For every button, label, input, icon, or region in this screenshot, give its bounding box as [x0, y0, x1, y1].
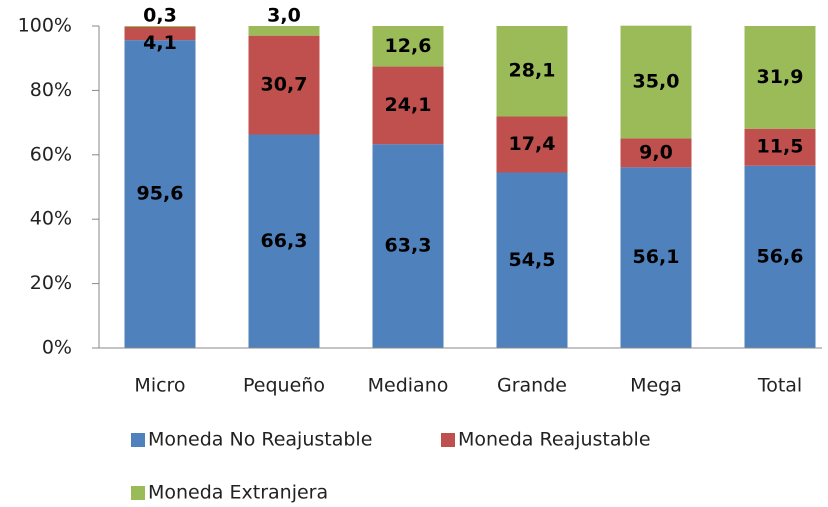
y-tick-label: 100%	[18, 15, 72, 37]
y-tick-label: 80%	[30, 79, 72, 101]
bar-segment	[124, 26, 196, 41]
x-tick-label: Mega	[630, 375, 682, 397]
value-label: 35,0	[633, 71, 680, 93]
value-label: 56,6	[757, 245, 804, 267]
x-tick-label: Pequeño	[243, 375, 325, 397]
bar-segment	[124, 26, 196, 27]
value-label: 12,6	[385, 35, 432, 57]
bar-segment	[620, 25, 692, 139]
value-label: 0,3	[143, 5, 177, 27]
y-tick-label: 40%	[30, 208, 72, 230]
value-label: 28,1	[509, 60, 556, 82]
bar-segment	[124, 40, 196, 348]
value-label: 66,3	[261, 230, 308, 252]
value-label: 3,0	[267, 5, 301, 27]
value-label: 95,6	[137, 183, 184, 205]
bar-segment	[372, 144, 444, 348]
legend-label: Moneda Reajustable	[458, 429, 651, 451]
legend-swatch	[131, 486, 145, 500]
y-tick-label: 0%	[42, 337, 72, 359]
value-label: 4,1	[143, 32, 177, 54]
value-label: 24,1	[385, 94, 432, 116]
x-tick-label: Micro	[134, 375, 185, 397]
value-label: 11,5	[757, 136, 804, 158]
value-label: 30,7	[261, 74, 308, 96]
bar-segment	[496, 116, 568, 173]
bar-segment	[744, 165, 816, 348]
y-tick-label: 60%	[30, 143, 72, 165]
y-tick-label: 20%	[30, 272, 72, 294]
bar-segment	[248, 134, 320, 348]
bar-segment	[496, 26, 568, 117]
bar-segment	[744, 128, 816, 166]
legend-swatch	[131, 433, 145, 447]
legend-label: Moneda No Reajustable	[148, 429, 372, 451]
bar-segment	[744, 26, 816, 129]
value-label: 17,4	[509, 133, 556, 155]
value-label: 54,5	[509, 249, 556, 271]
value-label: 56,1	[633, 246, 680, 268]
x-tick-label: Total	[757, 375, 802, 397]
value-label: 31,9	[757, 66, 804, 88]
x-tick-label: Grande	[497, 375, 567, 397]
value-label: 9,0	[639, 141, 673, 163]
bar-segment	[248, 26, 320, 36]
legend-swatch	[441, 433, 455, 447]
x-tick-label: Mediano	[368, 375, 449, 397]
value-label: 63,3	[385, 235, 432, 257]
legend-label: Moneda Extranjera	[148, 482, 328, 504]
bar-segment	[620, 138, 692, 168]
bar-segment	[496, 172, 568, 348]
bar-segment	[372, 66, 444, 145]
bar-segment	[620, 167, 692, 348]
bar-segment	[248, 35, 320, 135]
bar-segment	[372, 26, 444, 67]
